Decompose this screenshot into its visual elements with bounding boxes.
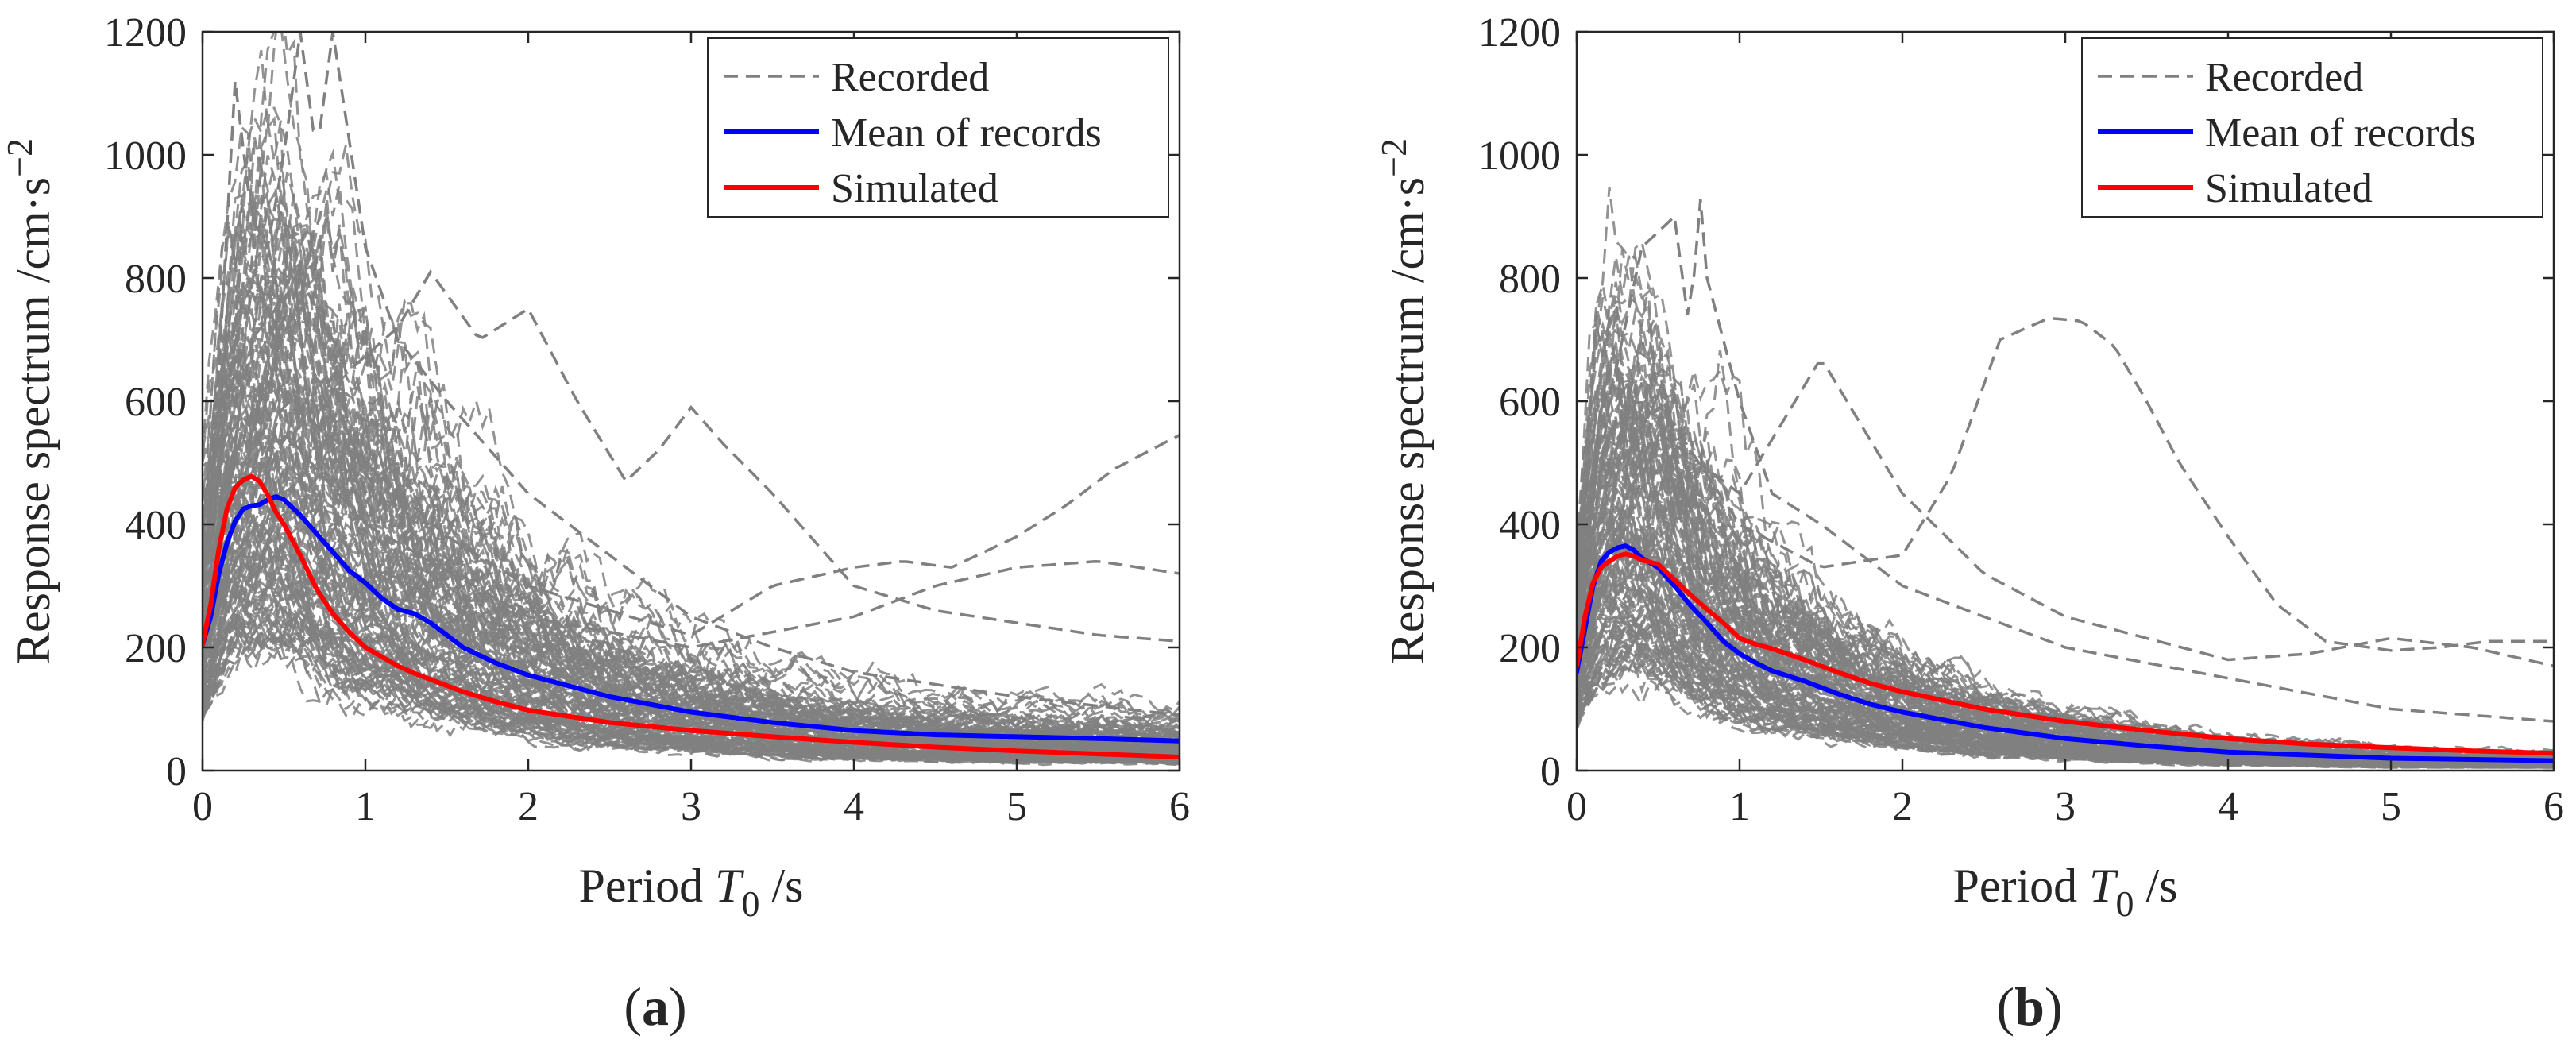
- y-axis-label: Response spectrum /cm·s−2: [0, 138, 60, 664]
- recorded-curve: [203, 274, 1180, 735]
- x-tick-label: 2: [1892, 784, 1913, 829]
- y-tick-label: 600: [125, 380, 187, 425]
- recorded-curve: [203, 125, 1180, 745]
- recorded-curve: [203, 120, 1180, 732]
- x-ticks: 0 1 2 3 4 5 6: [1566, 32, 2564, 829]
- chart-panel-b: 0 1 2 3 4 5 6 0 200 400 600 800 1000 1200 Period T0 /s…: [1373, 10, 2564, 1037]
- y-tick-label: 800: [1499, 257, 1561, 302]
- legend-recorded-label: Recorded: [831, 55, 989, 100]
- y-tick-label: 1200: [1478, 10, 1561, 56]
- y-tick-label: 1200: [104, 10, 187, 56]
- y-tick-label: 800: [125, 257, 187, 302]
- panel-label: (a): [624, 976, 686, 1037]
- y-tick-label: 400: [1499, 503, 1561, 548]
- recorded-curve: [203, 332, 1180, 747]
- recorded-curve: [1577, 295, 2554, 759]
- recorded-curve: [1577, 587, 2554, 767]
- recorded-curve-3: [1577, 361, 2554, 668]
- y-axis-label: Response spectrum /cm·s−2: [1373, 138, 1434, 664]
- recorded-curve: [203, 248, 1180, 743]
- recorded-curve: [203, 473, 1180, 756]
- y-tick-label: 200: [125, 626, 187, 671]
- recorded-curve-1: [203, 32, 1180, 717]
- y-tick-label: 400: [125, 503, 187, 548]
- x-tick-label: 6: [1169, 784, 1190, 829]
- legend: Recorded Mean of records Simulated: [2081, 37, 2543, 218]
- recorded-curve: [1577, 539, 2554, 767]
- chart-panel-a: 0 1 2 3 4 5 6 0 200 400 600 800 1000 1200 Period T0 /s…: [0, 10, 1190, 1037]
- y-tick-label: 1000: [1478, 133, 1561, 179]
- recorded-curve: [1577, 435, 2554, 766]
- y-ticks: 0 200 400 600 800 1000 1200: [104, 10, 1180, 794]
- mean-of-records-line: [1577, 543, 2554, 763]
- legend-mean-of-records-label: Mean of records: [2205, 110, 2476, 156]
- legend-mean-of-records-label: Mean of records: [831, 110, 1102, 156]
- x-tick-label: 5: [1006, 784, 1027, 829]
- x-tick-label: 6: [2543, 784, 2564, 829]
- recorded-curve: [203, 628, 1180, 765]
- data-layer: [203, 32, 1180, 767]
- recorded-curve-3: [203, 401, 1180, 648]
- recorded-curve: [203, 488, 1180, 753]
- recorded-curve: [1577, 469, 2554, 764]
- panel-label: (b): [1996, 976, 2062, 1037]
- x-tick-label: 2: [518, 784, 539, 829]
- x-tick-label: 4: [844, 784, 864, 829]
- recorded-curve: [203, 597, 1180, 766]
- recorded-curve: [203, 612, 1180, 764]
- y-tick-label: 600: [1499, 380, 1561, 425]
- x-axis-label: Period T0 /s: [578, 860, 803, 924]
- recorded-curve: [203, 463, 1180, 756]
- recorded-curve: [203, 205, 1180, 751]
- x-tick-label: 5: [2381, 784, 2401, 829]
- x-tick-label: 3: [2055, 784, 2076, 829]
- x-tick-label: 0: [192, 784, 213, 829]
- x-axis-label: Period T0 /s: [1952, 860, 2177, 924]
- simulated-line: [1577, 551, 2554, 756]
- x-tick-label: 0: [1566, 784, 1587, 829]
- recorded-curve-1: [1577, 199, 2554, 723]
- recorded-curve: [1577, 657, 2554, 769]
- recorded-curve: [1577, 596, 2554, 767]
- recorded-curve: [203, 257, 1180, 747]
- recorded-curve: [203, 145, 1180, 732]
- recorded-curve: [203, 510, 1180, 756]
- recorded-curve: [203, 499, 1180, 752]
- recorded-curve-2: [1577, 317, 2554, 652]
- mean-of-records-line: [203, 494, 1180, 744]
- y-tick-label: 0: [1540, 749, 1561, 794]
- x-ticks: 0 1 2 3 4 5 6: [192, 32, 1190, 829]
- x-tick-label: 1: [1729, 784, 1750, 829]
- recorded-curve: [203, 516, 1180, 755]
- recorded-curve: [203, 310, 1180, 737]
- recorded-curve: [1577, 249, 2554, 761]
- y-ticks: 0 200 400 600 800 1000 1200: [1478, 10, 2554, 794]
- legend: Recorded Mean of records Simulated: [707, 37, 1169, 218]
- x-tick-label: 1: [355, 784, 376, 829]
- x-tick-label: 3: [681, 784, 701, 829]
- x-tick-label: 4: [2218, 784, 2238, 829]
- recorded-curve: [203, 214, 1180, 746]
- y-tick-label: 1000: [104, 133, 187, 179]
- legend-simulated-label: Simulated: [2205, 166, 2373, 211]
- legend-recorded-label: Recorded: [2205, 55, 2363, 100]
- recorded-curve: [203, 140, 1180, 721]
- y-tick-label: 200: [1499, 626, 1561, 671]
- recorded-curve: [203, 616, 1180, 764]
- recorded-curve: [203, 433, 1180, 755]
- recorded-curve: [203, 303, 1180, 755]
- legend-simulated-label: Simulated: [831, 166, 998, 211]
- recorded-curve-2: [203, 269, 1180, 643]
- recorded-curve: [1577, 611, 2554, 767]
- recorded-curve: [203, 193, 1180, 740]
- recorded-curve: [203, 566, 1180, 763]
- simulated-line: [203, 473, 1180, 759]
- recorded-curve: [203, 49, 1180, 718]
- y-tick-label: 0: [166, 749, 187, 794]
